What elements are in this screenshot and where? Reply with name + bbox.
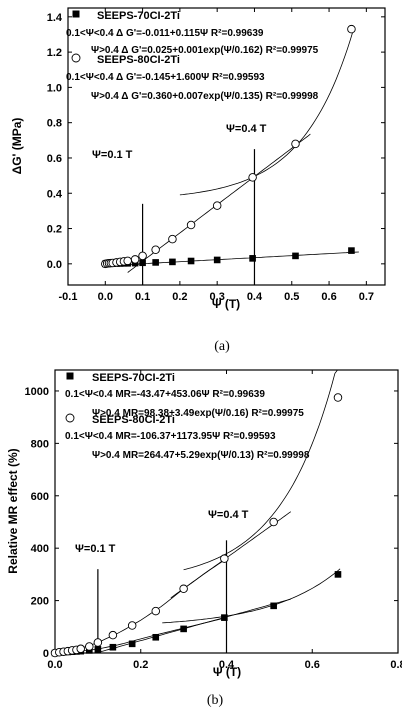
fit-equation: Ψ>0.4 MR=98.38+3.49exp(Ψ/0.16) R²=0.9997…	[92, 408, 304, 419]
fit-equation: 0.1<Ψ<0.4 Δ G'=-0.011+0.115Ψ R²=0.99639	[66, 28, 264, 39]
x-tick-label: 0.5	[284, 291, 299, 303]
data-point-circle	[130, 255, 140, 264]
fit-curve	[179, 29, 354, 196]
x-axis-title: Ψ (T)	[212, 297, 240, 311]
y-tick-label: 1.0	[47, 82, 62, 94]
x-tick-label: 0.2	[172, 291, 187, 303]
panel-b: 0.0 0.2 0.4 0.6 0.8 0 200 400 600 800 1000 Ψ=0.1 T Ψ…	[6, 369, 402, 708]
data-point-circle	[151, 245, 160, 254]
y-tick-label: 0.4	[47, 188, 63, 200]
y-tick-label: 0.8	[47, 118, 62, 130]
x-tick-label: 0.6	[321, 291, 336, 303]
y-tick-label: 800	[31, 438, 49, 450]
y-axis-title: Relative MR effect (%)	[6, 448, 20, 573]
y-tick-label: 1.2	[47, 47, 62, 59]
x-tick-label: 0.6	[305, 659, 320, 671]
data-point-circle	[123, 256, 132, 266]
fit-equation: 0.1<Ψ<0.4 MR=-43.47+453.06Ψ R²=0.99639	[65, 389, 265, 400]
data-point-circle	[248, 173, 257, 182]
data-point-square	[221, 614, 228, 621]
x-tick-label: 0.0	[98, 291, 113, 303]
data-point-circle	[76, 644, 85, 654]
data-point-square	[128, 640, 136, 648]
data-point-circle	[291, 139, 300, 149]
data-point-circle	[269, 517, 278, 527]
legend-marker-circle	[65, 413, 75, 423]
data-point-circle	[93, 638, 103, 647]
legend-label: SEEPS-80CI-2Ti	[97, 54, 180, 66]
data-point-square	[139, 259, 146, 267]
y-tick-label: 0	[43, 648, 49, 660]
y-tick-label: 600	[31, 491, 49, 503]
legend-marker-circle	[71, 53, 81, 63]
panel-caption: (b)	[207, 693, 224, 708]
data-point-square	[270, 602, 277, 610]
data-point-square	[213, 256, 221, 264]
data-point-square	[334, 571, 342, 578]
data-point-circle	[333, 393, 343, 402]
data-point-square	[152, 259, 159, 266]
fit-equation: 0.1<Ψ<0.4 MR=-106.37+1173.95Ψ R²=0.99593	[65, 431, 276, 442]
y-tick-label: 0.6	[47, 153, 62, 165]
x-tick-label: 0.1	[135, 291, 150, 303]
x-tick-label: 0.2	[133, 659, 148, 671]
data-point-circle	[151, 606, 161, 616]
marker-line-label: Ψ=0.4 T	[208, 509, 249, 521]
fit-curve	[162, 568, 341, 624]
data-point-square	[249, 255, 256, 262]
data-point-circle	[186, 220, 196, 230]
data-point-circle	[220, 554, 229, 563]
data-point-square	[348, 247, 355, 254]
fit-curve	[105, 251, 359, 267]
legend-label: SEEPS-70CI-2Ti	[92, 372, 175, 384]
fit-equation: Ψ>0.4 Δ G'=0.025+0.001exp(Ψ/0.162) R²=0.…	[91, 45, 319, 56]
marker-line-label: Ψ=0.4 T	[226, 123, 267, 135]
data-point-square	[292, 252, 299, 260]
data-point-circle	[212, 201, 222, 210]
y-tick-label: 0.2	[47, 224, 62, 236]
data-point-circle	[347, 24, 356, 34]
y-axis-title: ΔG' (MPa)	[10, 118, 24, 175]
data-point-square	[94, 646, 102, 653]
legend-marker-square	[66, 372, 74, 380]
data-point-circle	[138, 251, 147, 261]
data-point-circle	[127, 621, 137, 630]
data-point-circle	[108, 630, 118, 640]
fit-equation: 0.1<Ψ<0.4 Δ G'=-0.145+1.600Ψ R²=0.99593	[66, 72, 265, 83]
legend-label: SEEPS-70CI-2Ti	[97, 10, 180, 22]
data-point-circle	[179, 584, 188, 594]
x-tick-label: 0.4	[247, 291, 263, 303]
y-tick-label: 1.4	[47, 12, 63, 24]
y-tick-label: 0.0	[47, 259, 62, 271]
panel-caption: (a)	[214, 339, 230, 354]
data-point-square	[187, 257, 195, 265]
x-tick-label: 0.4	[219, 659, 235, 671]
plot-frame	[67, 7, 386, 286]
marker-line-label: Ψ=0.1 T	[92, 149, 133, 161]
x-tick-label: 0.0	[47, 659, 62, 671]
legend-marker-square	[72, 10, 80, 18]
fit-equation: Ψ>0.4 Δ G'=0.360+0.007exp(Ψ/0.135) R²=0.…	[91, 91, 319, 102]
data-point-square	[152, 633, 160, 641]
y-tick-label: 200	[31, 596, 49, 608]
data-point-circle	[168, 234, 177, 244]
data-point-square	[180, 625, 187, 633]
x-tick-label: 0.8	[390, 659, 402, 671]
fit-curve	[183, 369, 341, 571]
y-tick-label: 400	[31, 543, 49, 555]
panel-a: -0.1 0.0 0.1 0.2 0.3 0.4 0.5 0.6 0.7 0.0 0.2 0.4 0.6…	[10, 7, 386, 354]
x-tick-label: 0.7	[359, 291, 374, 303]
data-point-square	[169, 258, 176, 266]
x-axis-title: Ψ (T)	[213, 665, 241, 679]
data-point-square	[109, 643, 117, 651]
x-tick-label: 0.3	[210, 291, 225, 303]
legend-label: SEEPS-80CI-2Ti	[92, 414, 175, 426]
x-tick-label: -0.1	[59, 291, 78, 303]
y-tick-label: 1000	[25, 386, 49, 398]
fit-equation: Ψ>0.4 MR=264.47+5.29exp(Ψ/0.13) R²=0.999…	[92, 450, 310, 461]
marker-line-label: Ψ=0.1 T	[75, 543, 116, 555]
data-point-circle	[85, 642, 94, 651]
